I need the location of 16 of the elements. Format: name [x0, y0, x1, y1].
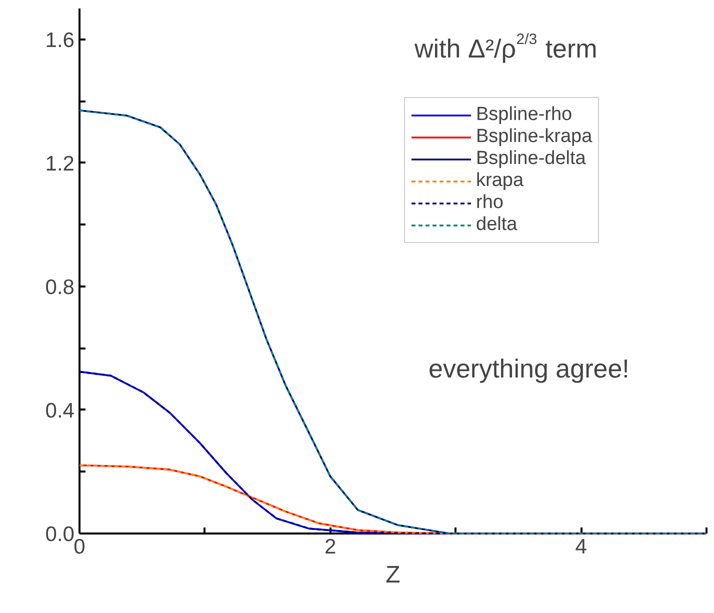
legend-label: rho	[476, 192, 504, 214]
legend-label: Bspline-krapa	[476, 126, 592, 148]
y-tick-label: 0.0	[45, 523, 75, 546]
annotation: everything agree!	[428, 354, 630, 384]
y-tick-label: 0.8	[45, 276, 75, 299]
legend-label: krapa	[476, 170, 524, 192]
y-tick-label: 1.6	[45, 28, 75, 52]
y-tick-label: 0.4	[45, 399, 75, 422]
y-tick-label: 1.2	[45, 152, 75, 176]
x-tick-label: 0	[74, 536, 86, 558]
legend-label: Bspline-rho	[476, 104, 572, 126]
legend-label: delta	[476, 214, 518, 236]
x-tick-label: 2	[324, 536, 336, 558]
x-tick-label: 4	[575, 536, 588, 558]
x-axis-title: Z	[386, 562, 400, 588]
legend-label: Bspline-delta	[476, 148, 586, 170]
